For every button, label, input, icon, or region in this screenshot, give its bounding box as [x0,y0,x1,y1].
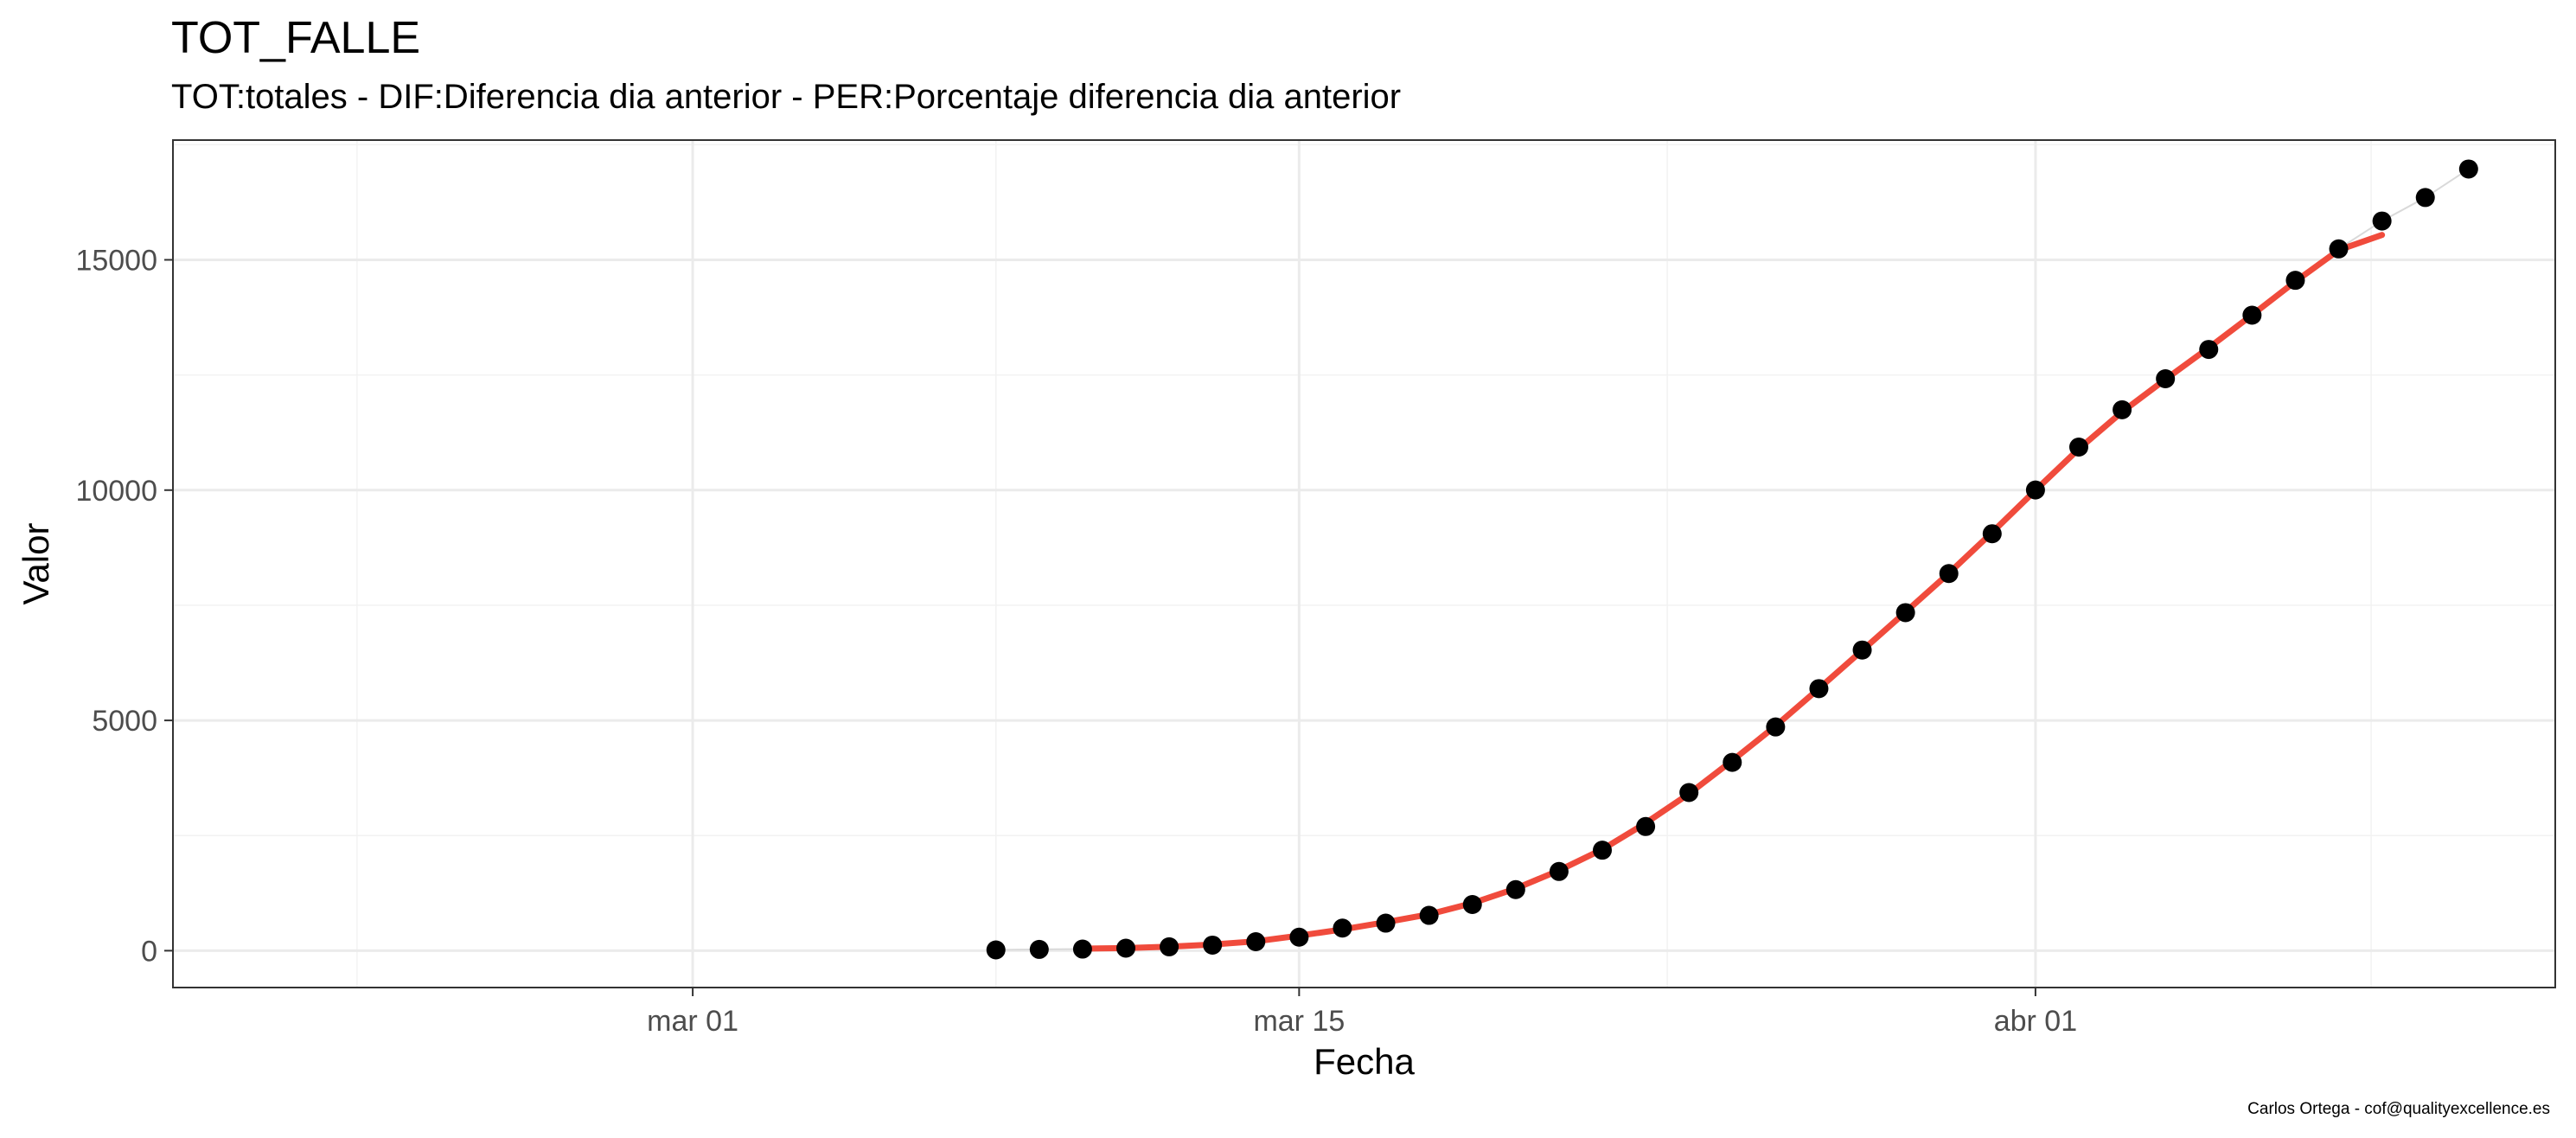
y-tick-label: 0 [141,935,157,968]
data-point [2458,159,2478,179]
data-point [1809,679,1829,699]
axes: mar 01 mar 15 abr 01 0 5000 10000 15000 [75,244,2077,1038]
data-point [1593,841,1612,860]
data-point [1636,816,1656,836]
data-point [1895,603,1915,623]
data-point [1549,861,1569,881]
y-axis-title: Valor [16,523,56,605]
data-point [1505,879,1525,899]
y-tick-label: 5000 [92,705,157,738]
chart-title: TOT_FALLE [171,13,421,63]
data-point [1160,937,1179,956]
data-point [2329,239,2349,259]
data-point [1939,564,1959,584]
data-point [1679,783,1699,802]
trend-line [1079,232,2386,952]
x-axis-title: Fecha [1314,1041,1415,1082]
data-point [1072,939,1092,959]
data-point [2372,211,2392,231]
chart-subtitle: TOT:totales - DIF:Diferencia dia anterio… [171,78,1402,116]
data-point [2242,305,2262,325]
connector-line [995,168,2470,951]
data-point [1376,913,1396,933]
data-point [2156,368,2176,388]
connector-polyline [995,168,2470,951]
data-point [1333,918,1352,938]
y-tick-label: 10000 [75,475,157,508]
data-point [1029,939,1049,959]
data-point [1852,640,1872,660]
data-points [986,159,2478,960]
data-point [1419,905,1439,925]
data-point [2285,271,2305,291]
data-point [2025,480,2045,500]
data-point [1766,717,1786,737]
y-tick-label: 15000 [75,244,157,277]
chart-caption: Carlos Ortega - cof@qualityexcellence.es [2247,1100,2550,1118]
data-point [1203,935,1223,955]
data-point [2113,400,2132,419]
grid [173,140,2555,988]
data-point [1723,752,1742,772]
data-point [1982,524,2002,544]
data-point [1289,927,1309,947]
data-point [2415,188,2435,208]
data-point [2069,437,2088,457]
x-tick-label: abr 01 [1994,1005,2077,1038]
x-tick-label: mar 01 [647,1005,738,1038]
x-tick-label: mar 15 [1253,1005,1345,1038]
trend-polyline [1079,232,2386,952]
data-point [1462,895,1482,915]
data-point [986,940,1006,960]
data-point [2199,340,2219,360]
data-point [1116,938,1135,958]
data-point [1246,932,1266,952]
panel-border [172,139,2556,988]
